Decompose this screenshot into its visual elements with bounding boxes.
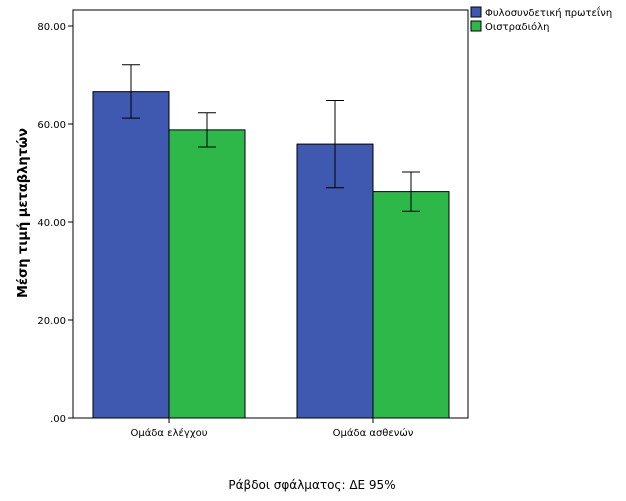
legend-label: Φυλοσυνδετική πρωτεΐνη: [485, 5, 612, 19]
y-tick-label: 60.00: [37, 120, 66, 131]
plot-area: [72, 9, 469, 419]
axes: Ομάδα ελέγχου Ομάδα ασθενών .00 20.00 40.00 6…: [37, 22, 413, 439]
y-tick-label: .00: [50, 414, 66, 425]
legend-label: Οιστραδιόλη: [485, 21, 549, 33]
x-tick-label: Ομάδα ασθενών: [333, 427, 414, 439]
bar: [168, 129, 246, 419]
bar: [372, 191, 450, 419]
y-axis-label: Μέση τιμή μεταβλητών: [16, 128, 31, 298]
bar: [92, 91, 170, 419]
legend-swatch: [470, 6, 482, 18]
y-tick-label: 20.00: [37, 316, 66, 327]
x-tick-label: Ομάδα ελέγχου: [130, 427, 207, 439]
error-bar-footnote: Ράβδοι σφάλματος: ΔΕ 95%: [228, 478, 395, 492]
legend: Φυλοσυνδετική πρωτεΐνη Οιστραδιόλη: [470, 5, 612, 33]
y-tick-label: 40.00: [37, 218, 66, 229]
y-tick-label: 80.00: [37, 22, 66, 33]
legend-swatch: [470, 20, 482, 32]
